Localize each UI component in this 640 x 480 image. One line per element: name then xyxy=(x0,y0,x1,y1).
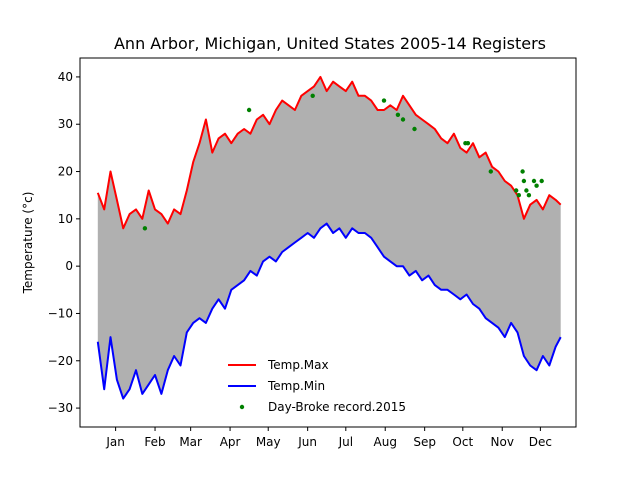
legend-label: Temp.Min xyxy=(267,379,325,393)
y-tick-label: 10 xyxy=(58,212,73,226)
y-tick-label: 40 xyxy=(58,70,73,84)
x-tick-label: Sep xyxy=(413,435,436,449)
record-point xyxy=(465,141,471,146)
record-point xyxy=(531,178,537,184)
record-point xyxy=(412,126,417,132)
x-tick-label: May xyxy=(256,435,281,449)
legend-marker-record xyxy=(239,404,245,410)
temp-max-line xyxy=(96,75,562,230)
record-point xyxy=(246,107,252,113)
x-tick-label: Dec xyxy=(529,435,552,449)
y-tick-label: 20 xyxy=(58,165,73,179)
record-point xyxy=(310,93,315,99)
record-point xyxy=(524,188,529,193)
plot-area xyxy=(96,75,562,400)
legend-label: Temp.Max xyxy=(267,358,329,372)
record-point xyxy=(516,193,521,198)
x-tick-label: Aug xyxy=(374,435,397,449)
y-tick-label: 30 xyxy=(58,117,73,131)
y-tick-label: 0 xyxy=(65,259,73,273)
chart-title: Ann Arbor, Michigan, United States 2005-… xyxy=(114,34,546,53)
y-axis-label: Temperature (°c) xyxy=(21,192,35,295)
record-point xyxy=(539,178,544,184)
y-tick-label: −10 xyxy=(48,306,73,320)
x-tick-label: Jun xyxy=(297,435,317,449)
temp-min-line xyxy=(96,222,562,400)
record-point xyxy=(142,226,148,231)
record-point xyxy=(521,178,527,184)
record-point xyxy=(534,183,539,188)
record-point xyxy=(395,112,401,118)
x-tick-label: Nov xyxy=(491,435,514,449)
x-tick-label: Apr xyxy=(220,435,241,449)
plot-frame xyxy=(79,57,577,428)
legend-label: Day-Broke record.2015 xyxy=(268,400,406,414)
x-tick-label: Mar xyxy=(179,435,202,449)
y-tick-label: −30 xyxy=(48,401,73,415)
legend: Temp.Max Temp.Min Day-Broke record.2015 xyxy=(228,358,406,414)
record-point xyxy=(381,98,387,103)
record-point xyxy=(520,169,525,174)
range-fill xyxy=(97,76,561,399)
y-tick-label: −20 xyxy=(48,354,73,368)
x-tick-label: Jul xyxy=(338,435,353,449)
record-point xyxy=(526,193,532,198)
record-point xyxy=(488,169,493,174)
x-tick-label: Oct xyxy=(452,435,473,449)
record-point xyxy=(400,117,406,122)
record-point xyxy=(514,188,519,193)
x-tick-label: Feb xyxy=(144,435,165,449)
x-tick-label: Jan xyxy=(105,435,125,449)
